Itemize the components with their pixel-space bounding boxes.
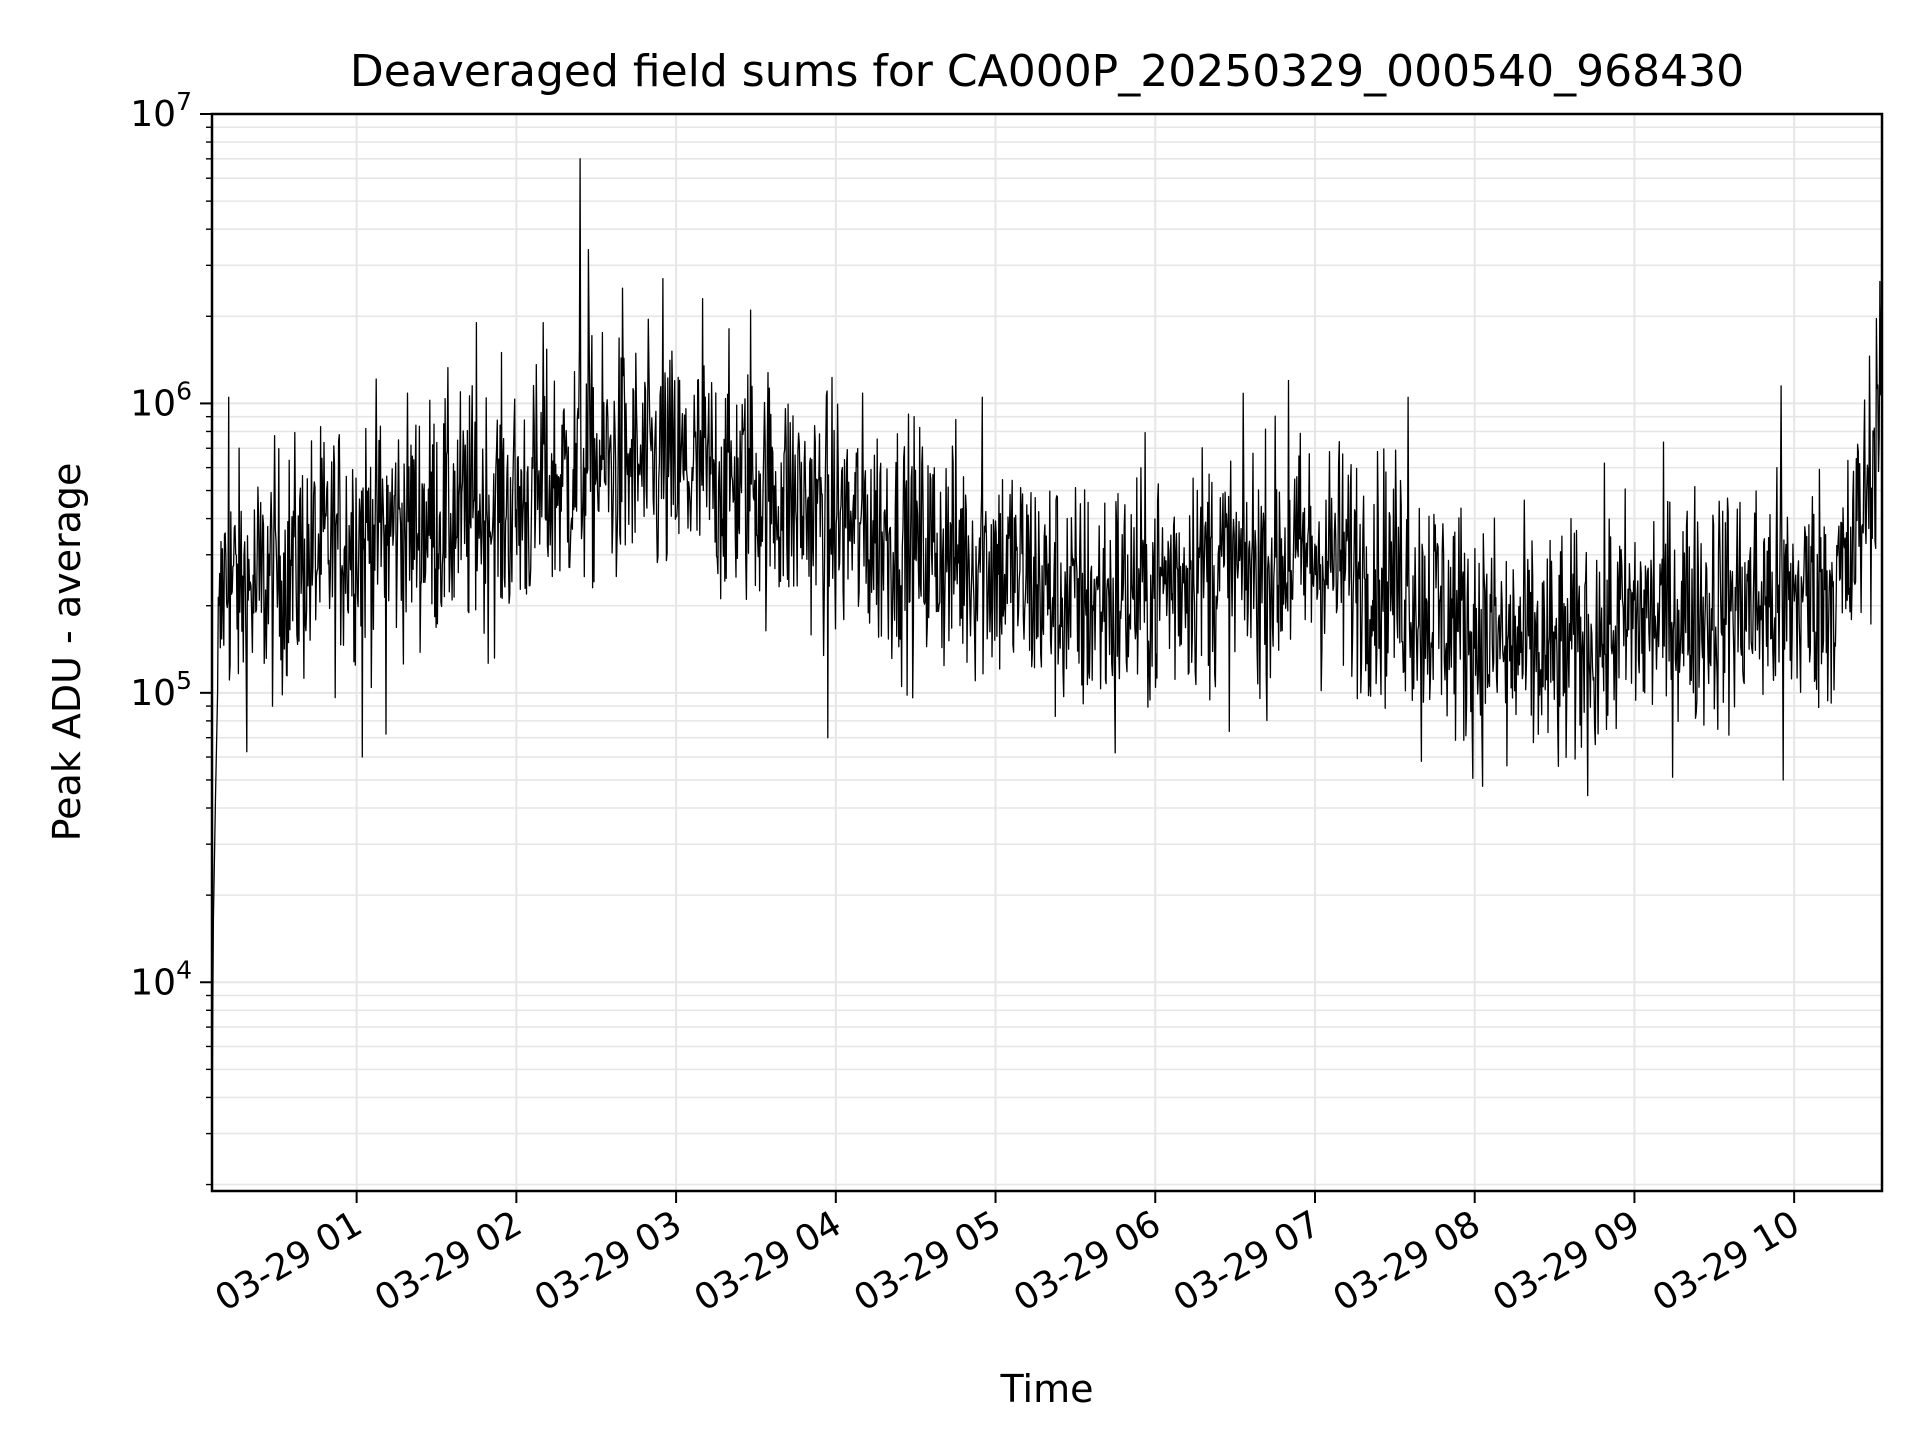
y-tick-base: 10 [130, 673, 176, 714]
y-tick-exponent: 7 [176, 87, 192, 116]
y-tick-label: 106 [130, 376, 192, 424]
y-tick-base: 10 [130, 962, 176, 1003]
series-layer [211, 158, 1883, 1134]
y-tick-label: 104 [130, 955, 192, 1003]
y-tick-exponent: 4 [176, 955, 192, 984]
chart-title: Deaveraged field sums for CA000P_2025032… [350, 46, 1744, 97]
x-axis-label: Time [1000, 1367, 1094, 1411]
grid-lines [212, 114, 1882, 1191]
y-tick-exponent: 6 [176, 376, 192, 405]
y-tick-base: 10 [130, 383, 176, 424]
plot-frame [210, 112, 1884, 1193]
y-tick-label: 107 [130, 87, 192, 135]
y-tick-label: 105 [130, 666, 192, 714]
y-tick-base: 10 [130, 94, 176, 135]
tick-marks [200, 113, 1796, 1203]
series-line [211, 158, 1883, 1134]
y-tick-exponent: 5 [176, 666, 192, 695]
y-axis-label: Peak ADU - average [45, 463, 89, 842]
